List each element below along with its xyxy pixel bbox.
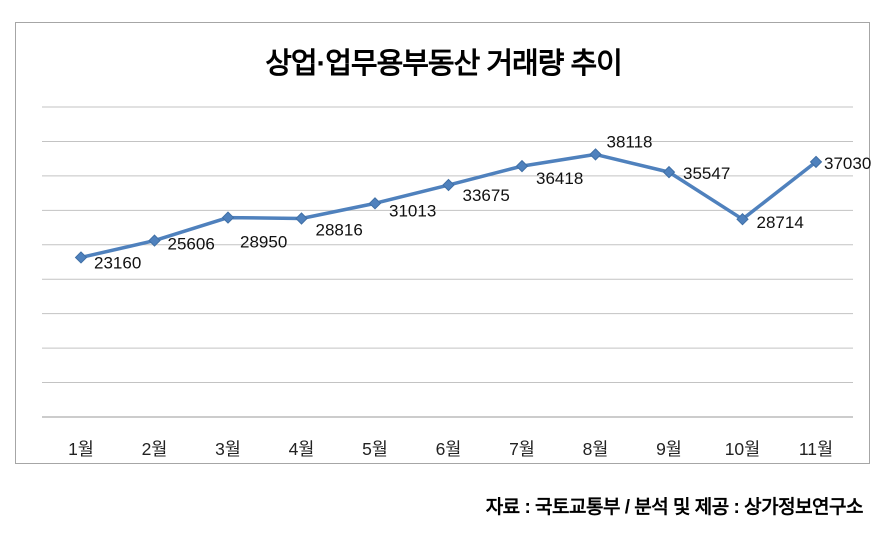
data-point-marker	[368, 197, 382, 210]
data-point-marker	[589, 148, 602, 161]
data-label: 28816	[316, 220, 363, 239]
data-label: 36418	[536, 169, 583, 188]
data-label: 28950	[240, 233, 287, 252]
x-axis-label: 8월	[583, 439, 609, 459]
data-point-marker	[515, 159, 529, 173]
x-axis-label: 11월	[799, 439, 833, 459]
data-label: 23160	[94, 253, 141, 272]
data-label: 31013	[389, 201, 436, 220]
chart-title: 상업·업무용부동산 거래량 추이	[265, 48, 623, 80]
x-axis-label: 4월	[289, 439, 315, 459]
data-point-marker	[221, 211, 235, 224]
data-label: 33675	[463, 186, 510, 205]
data-label: 37030	[824, 154, 871, 173]
x-axis-label: 2월	[142, 439, 168, 459]
data-label: 35547	[683, 164, 730, 183]
data-point-marker	[74, 251, 88, 264]
data-point-marker	[809, 155, 823, 169]
data-point-marker	[295, 212, 308, 225]
data-label: 38118	[607, 132, 653, 151]
x-axis-label: 3월	[215, 439, 241, 459]
data-point-marker	[736, 212, 749, 226]
x-axis-label: 9월	[656, 439, 682, 459]
x-axis-label: 5월	[362, 439, 388, 459]
x-axis-label: 1월	[68, 439, 94, 459]
data-point-marker	[442, 178, 455, 192]
data-point-marker	[662, 165, 676, 179]
x-axis-label: 7월	[509, 439, 535, 459]
data-point-marker	[148, 234, 161, 247]
source-note: 자료 : 국토교통부 / 분석 및 제공 : 상가정보연구소	[485, 497, 864, 518]
data-label: 28714	[757, 213, 804, 232]
data-label: 25606	[168, 235, 215, 254]
x-axis-label: 10월	[725, 439, 761, 459]
x-axis-label: 6월	[436, 439, 462, 459]
